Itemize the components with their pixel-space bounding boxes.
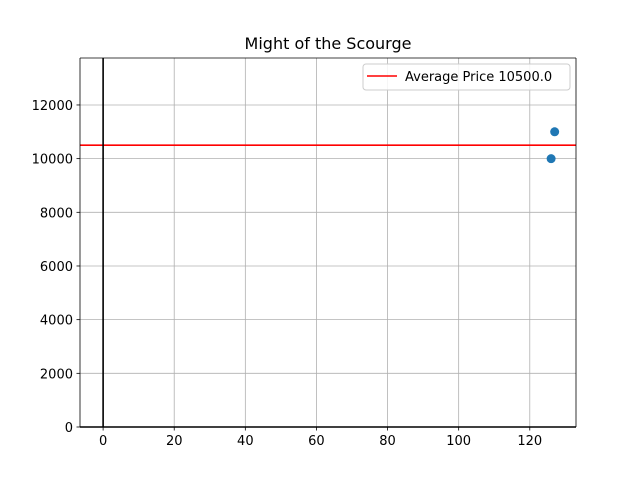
y-axis-ticks: 0 2000 4000 6000 8000 10000 12000: [32, 99, 80, 436]
y-tick-label: 10000: [32, 153, 73, 168]
chart-title: Might of the Scourge: [245, 34, 412, 53]
legend-box: [362, 63, 571, 91]
legend: Average Price 10500.0: [362, 63, 571, 91]
y-tick-label: 4000: [40, 314, 73, 329]
x-tick-label: 40: [237, 434, 254, 449]
x-tick-label: 20: [166, 434, 183, 449]
y-tick-label: 2000: [40, 367, 73, 382]
axes: [79, 57, 577, 428]
legend-label-average-price: Average Price 10500.0: [405, 70, 552, 85]
y-tick-label: 0: [65, 421, 73, 436]
reference-lines: [80, 58, 576, 427]
x-tick-label: 0: [99, 434, 107, 449]
x-tick-label: 120: [517, 434, 542, 449]
x-tick-label: 60: [308, 434, 325, 449]
y-tick-label: 6000: [40, 260, 73, 275]
y-tick-label: 12000: [32, 99, 73, 114]
data-point: [546, 154, 556, 164]
x-tick-label: 80: [379, 434, 396, 449]
x-axis-ticks: 0 20 40 60 80 100 120: [99, 427, 542, 449]
x-tick-label: 100: [446, 434, 471, 449]
data-points: [546, 127, 560, 164]
y-tick-label: 8000: [40, 206, 73, 221]
data-point: [550, 127, 560, 137]
